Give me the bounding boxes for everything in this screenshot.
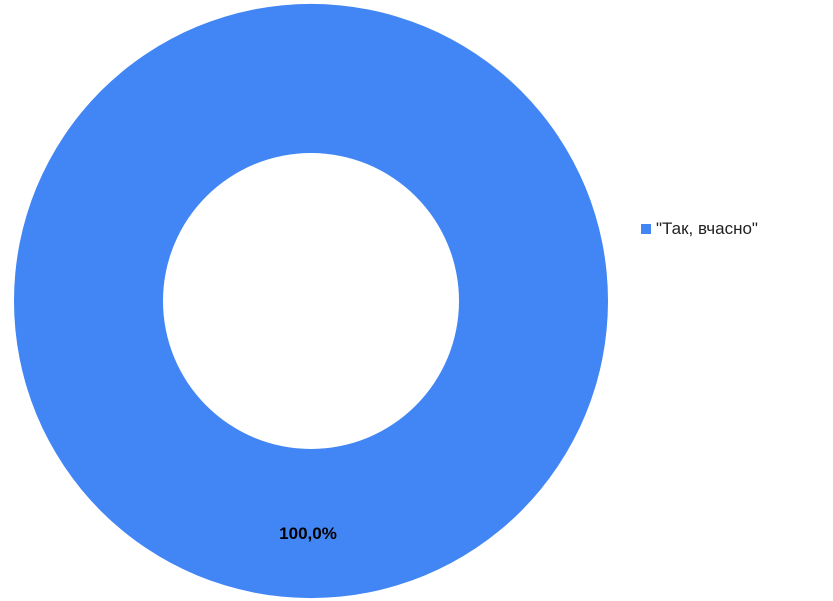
legend-label-0: "Так, вчасно": [656, 219, 758, 238]
data-label-0: 100,0%: [279, 524, 337, 543]
chart-legend: "Так, вчасно": [641, 219, 758, 239]
legend-swatch-0: [641, 224, 651, 234]
donut-slice-0: [13, 3, 609, 599]
